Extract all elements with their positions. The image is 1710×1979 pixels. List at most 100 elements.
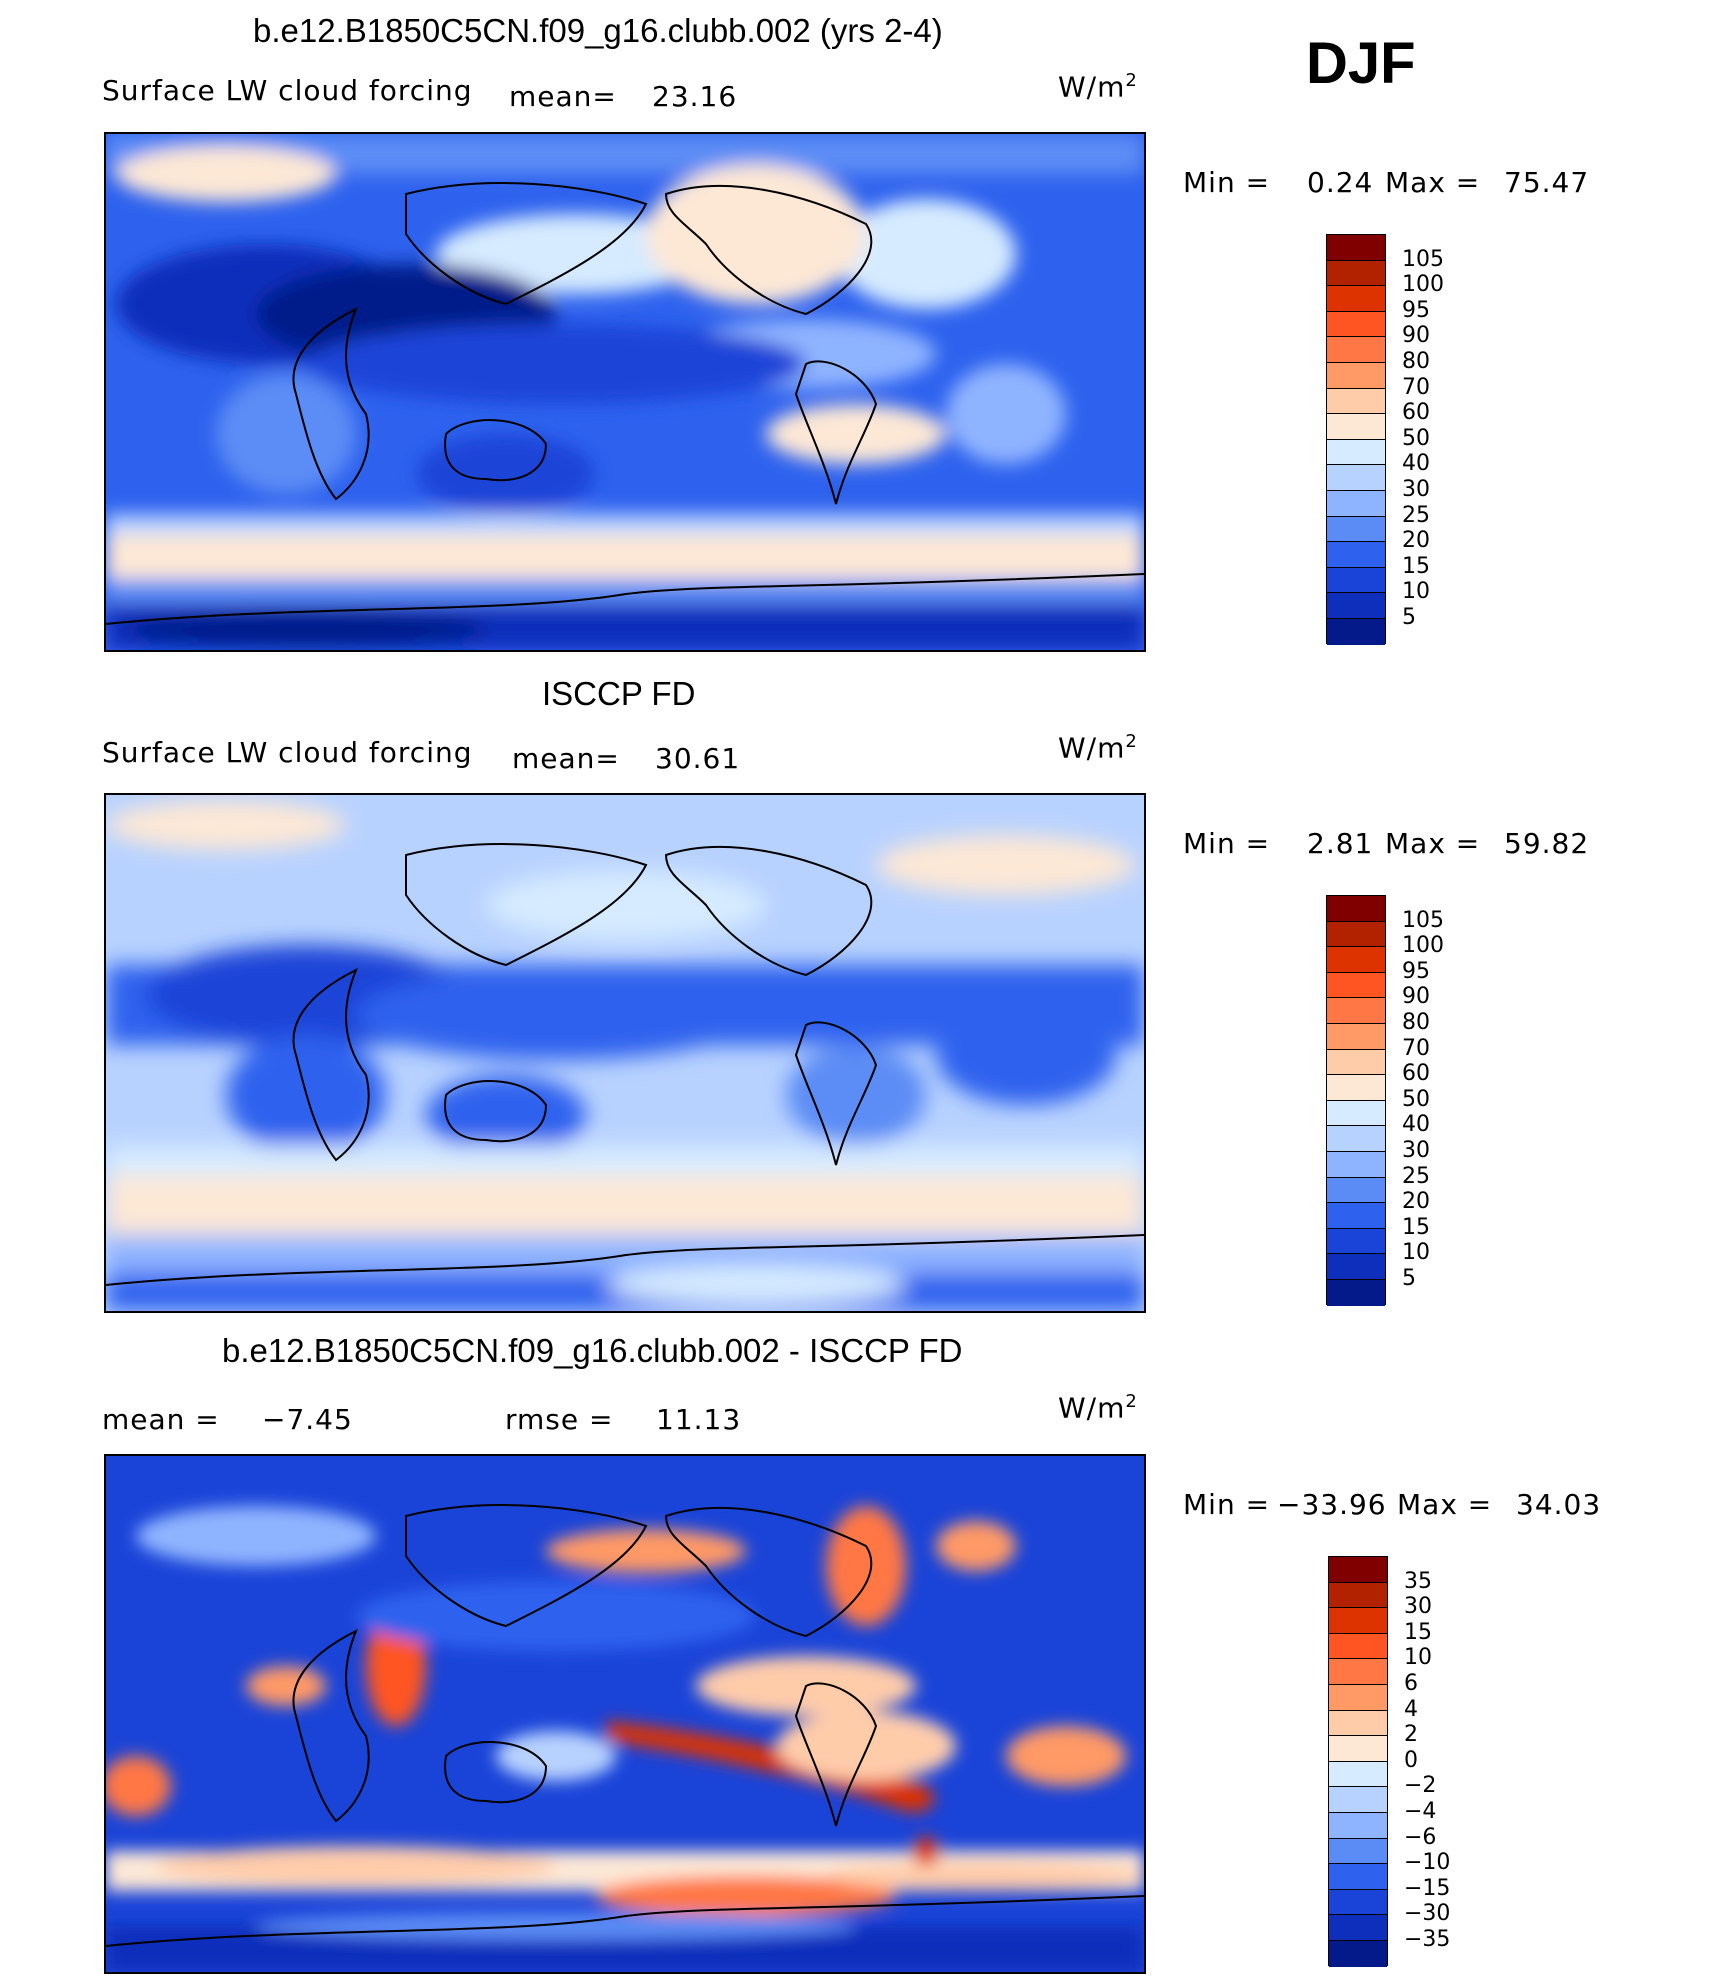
colorbar-tick-label: −6 bbox=[1404, 1824, 1437, 1850]
colorbar-swatch bbox=[1327, 337, 1385, 363]
colorbar-swatch bbox=[1327, 896, 1385, 922]
colorbar-swatch bbox=[1327, 235, 1385, 261]
colorbar-swatch bbox=[1329, 1710, 1387, 1737]
colorbar-swatch bbox=[1327, 1023, 1385, 1050]
panel2-max-value: 59.82 bbox=[1504, 827, 1590, 860]
panel3-rmse-value: 11.13 bbox=[656, 1403, 742, 1436]
colorbar-tick-label: 105 bbox=[1402, 907, 1444, 933]
colorbar-swatch bbox=[1329, 1761, 1387, 1788]
colorbar-tick-label: −10 bbox=[1404, 1850, 1451, 1876]
colorbar-swatch bbox=[1327, 542, 1385, 568]
colorbar-tick-label: 70 bbox=[1402, 1035, 1430, 1061]
panel2-map bbox=[104, 793, 1146, 1313]
colorbar-tick-label: 35 bbox=[1404, 1568, 1432, 1594]
panel1-max-label: Max = bbox=[1385, 166, 1481, 199]
panel1-max-value: 75.47 bbox=[1504, 166, 1590, 199]
colorbar-tick-label: 0 bbox=[1404, 1747, 1418, 1773]
colorbar-tick-label: −30 bbox=[1404, 1901, 1451, 1927]
colorbar-tick-label: 90 bbox=[1402, 984, 1430, 1010]
colorbar-tick-label: 95 bbox=[1402, 958, 1430, 984]
colorbar-tick-label: 4 bbox=[1404, 1696, 1418, 1722]
panel1-title: b.e12.B1850C5CN.f09_g16.clubb.002 (yrs 2… bbox=[253, 12, 943, 49]
colorbar-swatch bbox=[1327, 439, 1385, 466]
colorbar-swatch bbox=[1327, 1254, 1385, 1280]
colorbar-swatch bbox=[1327, 1177, 1385, 1204]
colorbar-swatch bbox=[1329, 1864, 1387, 1890]
colorbar-swatch bbox=[1327, 414, 1385, 440]
colorbar-swatch bbox=[1327, 921, 1385, 948]
panel2-variable: Surface LW cloud forcing bbox=[102, 736, 473, 769]
colorbar-swatch bbox=[1327, 947, 1385, 973]
colorbar-swatch bbox=[1329, 1659, 1387, 1685]
colorbar-swatch bbox=[1327, 1075, 1385, 1101]
colorbar-tick-label: 90 bbox=[1402, 323, 1430, 349]
colorbar-swatch bbox=[1327, 260, 1385, 287]
panel2-max-label: Max = bbox=[1385, 827, 1481, 860]
colorbar-tick-label: 30 bbox=[1402, 1138, 1430, 1163]
colorbar-swatches bbox=[1326, 234, 1386, 645]
panel1-map bbox=[104, 132, 1146, 652]
colorbar-tick-label: 10 bbox=[1402, 1240, 1430, 1266]
panel2-mean-label: mean= bbox=[512, 742, 620, 775]
colorbar-swatch bbox=[1327, 1279, 1385, 1306]
panel1-mean-label: mean= bbox=[509, 80, 617, 113]
colorbar-tick-label: 25 bbox=[1402, 502, 1430, 528]
colorbar-swatch bbox=[1329, 1838, 1387, 1865]
colorbar-tick-label: 10 bbox=[1402, 579, 1430, 605]
colorbar-tick-label: 20 bbox=[1402, 1189, 1430, 1215]
panel2-units: W/m2 bbox=[1058, 731, 1138, 765]
panel3-min-value: −33.96 bbox=[1277, 1488, 1387, 1521]
panel1-units: W/m2 bbox=[1058, 70, 1138, 104]
colorbar-swatch bbox=[1329, 1582, 1387, 1609]
colorbar-swatch bbox=[1329, 1812, 1387, 1839]
colorbar-tick-label: 15 bbox=[1402, 553, 1430, 579]
panel3-mean-label: mean = bbox=[102, 1403, 220, 1436]
colorbar-tick-label: 100 bbox=[1402, 933, 1444, 959]
colorbar-tick-label: 80 bbox=[1402, 349, 1430, 374]
colorbar-tick-label: 6 bbox=[1404, 1671, 1418, 1696]
panel2-min-value: 2.81 bbox=[1307, 827, 1374, 860]
colorbar-tick-label: −35 bbox=[1404, 1927, 1451, 1952]
panel3-map bbox=[104, 1454, 1146, 1974]
colorbar-swatch bbox=[1327, 1126, 1385, 1152]
panel1-min-label: Min = bbox=[1183, 166, 1271, 199]
colorbar-swatches bbox=[1326, 895, 1386, 1306]
panel1-min-value: 0.24 bbox=[1307, 166, 1374, 199]
colorbar-swatches bbox=[1328, 1556, 1388, 1967]
colorbar-tick-label: −15 bbox=[1404, 1875, 1451, 1901]
colorbar-tick-label: 15 bbox=[1404, 1619, 1432, 1645]
colorbar-tick-label: 50 bbox=[1402, 425, 1430, 451]
colorbar-swatch bbox=[1327, 1203, 1385, 1229]
colorbar-tick-label: 70 bbox=[1402, 374, 1430, 400]
colorbar-swatch bbox=[1327, 567, 1385, 594]
colorbar-swatch bbox=[1329, 1557, 1387, 1583]
colorbar-swatch bbox=[1329, 1684, 1387, 1711]
colorbar-tick-label: 25 bbox=[1402, 1163, 1430, 1189]
colorbar-tick-label: 100 bbox=[1402, 272, 1444, 298]
colorbar-swatch bbox=[1327, 516, 1385, 543]
colorbar-tick-label: 105 bbox=[1402, 246, 1444, 272]
panel1-variable: Surface LW cloud forcing bbox=[102, 74, 473, 107]
colorbar-tick-label: 30 bbox=[1402, 477, 1430, 502]
colorbar-swatch bbox=[1329, 1608, 1387, 1634]
colorbar-tick-label: 10 bbox=[1404, 1645, 1432, 1671]
colorbar-swatch bbox=[1327, 388, 1385, 415]
colorbar-tick-label: 30 bbox=[1404, 1594, 1432, 1620]
colorbar-swatch bbox=[1329, 1736, 1387, 1762]
colorbar-tick-label: 40 bbox=[1402, 451, 1430, 477]
panel3-min-label: Min = bbox=[1183, 1488, 1271, 1521]
colorbar-tick-label: 40 bbox=[1402, 1112, 1430, 1138]
colorbar-tick-label: 2 bbox=[1404, 1722, 1418, 1748]
colorbar-swatch bbox=[1327, 1100, 1385, 1127]
panel1-mean-value: 23.16 bbox=[652, 80, 738, 113]
colorbar-swatch bbox=[1327, 311, 1385, 338]
colorbar-tick-label: 15 bbox=[1402, 1214, 1430, 1240]
colorbar-swatch bbox=[1327, 618, 1385, 645]
colorbar-swatch bbox=[1327, 1228, 1385, 1255]
panel2-title: ISCCP FD bbox=[542, 675, 696, 712]
colorbar-swatch bbox=[1327, 286, 1385, 312]
panel3-rmse-label: rmse = bbox=[505, 1403, 614, 1436]
panel3-units: W/m2 bbox=[1058, 1391, 1138, 1425]
panel3-mean-value: −7.45 bbox=[262, 1403, 353, 1436]
colorbar-tick-label: 5 bbox=[1402, 1266, 1416, 1291]
